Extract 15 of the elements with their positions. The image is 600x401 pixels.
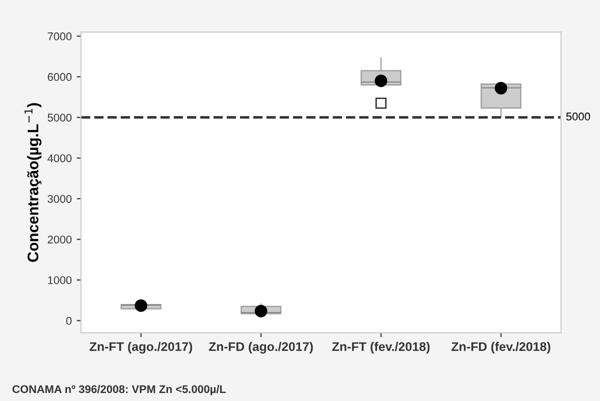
x-tick-label: Zn-FD (ago./2017) <box>208 342 313 354</box>
y-tick-label: 5000 <box>48 114 72 122</box>
x-tick-label: Zn-FD (fev./2018) <box>451 342 550 354</box>
y-tick-label: 1000 <box>48 276 72 284</box>
y-tick-label: 0 <box>66 316 72 325</box>
y-tick-label: 4000 <box>48 154 72 162</box>
y-tick-label: 2000 <box>48 236 72 244</box>
ref-line-label: 5000 <box>566 112 590 120</box>
x-tick-label: Zn-FT (ago./2017) <box>90 342 192 354</box>
y-axis-title: Concentração(µg.L$^{−1}$) <box>24 103 42 262</box>
y-tick-label: 7000 <box>48 32 72 40</box>
y-tick-label: 6000 <box>48 73 72 81</box>
text: CONAMA nº 396/2008: VPM Zn <5.000µ/L <box>12 384 226 396</box>
x-tick-label: Zn-FT (fev./2018) <box>332 342 430 354</box>
y-tick-label: 3000 <box>48 194 72 203</box>
